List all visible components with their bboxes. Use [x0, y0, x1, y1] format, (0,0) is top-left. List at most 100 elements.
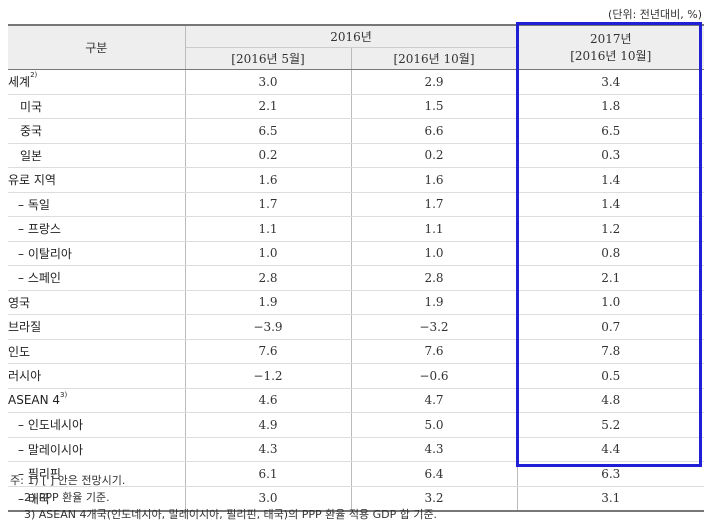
row-label: 중국 — [8, 118, 186, 144]
table-row: 인도 7.6 7.6 7.8 — [8, 339, 704, 364]
table-row: 유로 지역 1.6 1.6 1.4 — [8, 167, 704, 193]
value-y2017: 0.8 — [517, 241, 704, 266]
row-label: 일본 — [8, 143, 186, 168]
footnote-marker: 3) — [60, 391, 68, 400]
value-oct: 1.1 — [351, 216, 518, 242]
value-oct: 6.4 — [351, 461, 518, 487]
header-year-2016: 2016년 — [185, 24, 518, 48]
footnote-3: 3) ASEAN 4개국(인도네시아, 말레이시아, 필리핀, 태국)의 PPP… — [24, 508, 438, 521]
value-oct: −3.2 — [351, 314, 518, 340]
row-label: – 말레이시아 — [8, 437, 186, 462]
row-label-text: – 태국 — [18, 491, 50, 506]
value-may: 4.3 — [185, 437, 352, 462]
row-label: 러시아 — [8, 363, 186, 389]
row-label-text: 세계 — [8, 75, 31, 90]
header-2017-forecast-date: [2016년 10월] — [570, 48, 652, 63]
value-may: 1.6 — [185, 167, 352, 193]
value-may: 2.8 — [185, 265, 352, 291]
row-label-text: – 프랑스 — [18, 222, 61, 237]
value-y2017: 1.4 — [517, 192, 704, 217]
value-y2017: 7.8 — [517, 339, 704, 364]
value-y2017: 1.2 — [517, 216, 704, 242]
value-may: −1.2 — [185, 363, 352, 389]
value-y2017: 1.8 — [517, 94, 704, 119]
row-label-text: 미국 — [20, 99, 43, 114]
value-y2017: 6.5 — [517, 118, 704, 144]
value-oct: 4.7 — [351, 388, 518, 413]
row-label: – 스페인 — [8, 265, 186, 291]
value-oct: 3.2 — [351, 486, 518, 512]
value-may: 1.1 — [185, 216, 352, 242]
row-label-text: 유로 지역 — [8, 173, 56, 188]
row-label-text: – 말레이시아 — [18, 442, 84, 457]
table-row: ASEAN 43) 4.6 4.7 4.8 — [8, 388, 704, 413]
table-row: 중국 6.5 6.6 6.5 — [8, 118, 704, 144]
value-may: 6.1 — [185, 461, 352, 487]
footnote-marker: 2) — [30, 71, 38, 80]
value-may: 4.9 — [185, 412, 352, 438]
value-y2017: 2.1 — [517, 265, 704, 291]
value-y2017: 0.3 — [517, 143, 704, 168]
value-y2017: 3.1 — [517, 486, 704, 512]
value-may: −3.9 — [185, 314, 352, 340]
row-label: – 독일 — [8, 192, 186, 217]
value-may: 3.0 — [185, 69, 352, 95]
row-label-text: – 스페인 — [18, 271, 61, 286]
value-oct: 1.6 — [351, 167, 518, 193]
value-y2017: 5.2 — [517, 412, 704, 438]
growth-forecast-table: 구분 2016년 2017년 [2016년 10월] [2016년 5월] [2… — [8, 24, 704, 512]
row-label-text: – 독일 — [18, 197, 50, 212]
row-label: 유로 지역 — [8, 167, 186, 193]
row-label: – 필리핀 — [8, 461, 186, 487]
footnote-2: 2) PPP 환율 기준. — [24, 491, 110, 504]
value-y2017: 4.4 — [517, 437, 704, 462]
row-label-text: – 인도네시아 — [18, 418, 84, 433]
row-label: ASEAN 43) — [8, 388, 186, 413]
value-may: 4.6 — [185, 388, 352, 413]
value-y2017: 3.4 — [517, 69, 704, 95]
value-oct: 1.7 — [351, 192, 518, 217]
table-row: – 인도네시아 4.9 5.0 5.2 — [8, 412, 704, 438]
value-may: 3.0 — [185, 486, 352, 512]
value-oct: 2.9 — [351, 69, 518, 95]
table-row: 일본 0.2 0.2 0.3 — [8, 143, 704, 168]
value-may: 6.5 — [185, 118, 352, 144]
row-label: – 태국 — [8, 486, 186, 512]
value-oct: 4.3 — [351, 437, 518, 462]
value-oct: 2.8 — [351, 265, 518, 291]
value-y2017: 0.7 — [517, 314, 704, 340]
row-label-text: 중국 — [20, 124, 43, 139]
row-label-text: 러시아 — [8, 369, 42, 384]
table-row: 러시아 −1.2 −0.6 0.5 — [8, 363, 704, 389]
value-y2017: 1.4 — [517, 167, 704, 193]
value-y2017: 6.3 — [517, 461, 704, 487]
row-label: 미국 — [8, 94, 186, 119]
row-label: 브라질 — [8, 314, 186, 340]
row-label: – 이탈리아 — [8, 241, 186, 266]
footnotes: 주: 1) [ ] 안은 전망시기. 2) PPP 환율 기준. 3) ASEA… — [10, 472, 437, 523]
value-y2017: 4.8 — [517, 388, 704, 413]
table-row: 영국 1.9 1.9 1.0 — [8, 290, 704, 315]
row-label-text: 브라질 — [8, 320, 42, 335]
header-category: 구분 — [8, 24, 186, 70]
row-label-text: ASEAN 4 — [8, 393, 61, 408]
value-may: 1.7 — [185, 192, 352, 217]
header-oct-2016: [2016년 10월] — [351, 47, 518, 70]
table-row: – 프랑스 1.1 1.1 1.2 — [8, 216, 704, 242]
value-y2017: 1.0 — [517, 290, 704, 315]
row-label: – 프랑스 — [8, 216, 186, 242]
table-row: – 태국 3.0 3.2 3.1 — [8, 486, 704, 512]
value-may: 2.1 — [185, 94, 352, 119]
row-label: 세계2) — [8, 69, 186, 95]
table-row: – 스페인 2.8 2.8 2.1 — [8, 265, 704, 291]
row-label: 영국 — [8, 290, 186, 315]
table-row: 미국 2.1 1.5 1.8 — [8, 94, 704, 119]
value-y2017: 0.5 — [517, 363, 704, 389]
value-may: 7.6 — [185, 339, 352, 364]
value-oct: 1.0 — [351, 241, 518, 266]
value-oct: 7.6 — [351, 339, 518, 364]
value-may: 1.0 — [185, 241, 352, 266]
table-row: 세계2) 3.0 2.9 3.4 — [8, 69, 704, 95]
row-label-text: 인도 — [8, 344, 31, 359]
table-row: – 이탈리아 1.0 1.0 0.8 — [8, 241, 704, 266]
